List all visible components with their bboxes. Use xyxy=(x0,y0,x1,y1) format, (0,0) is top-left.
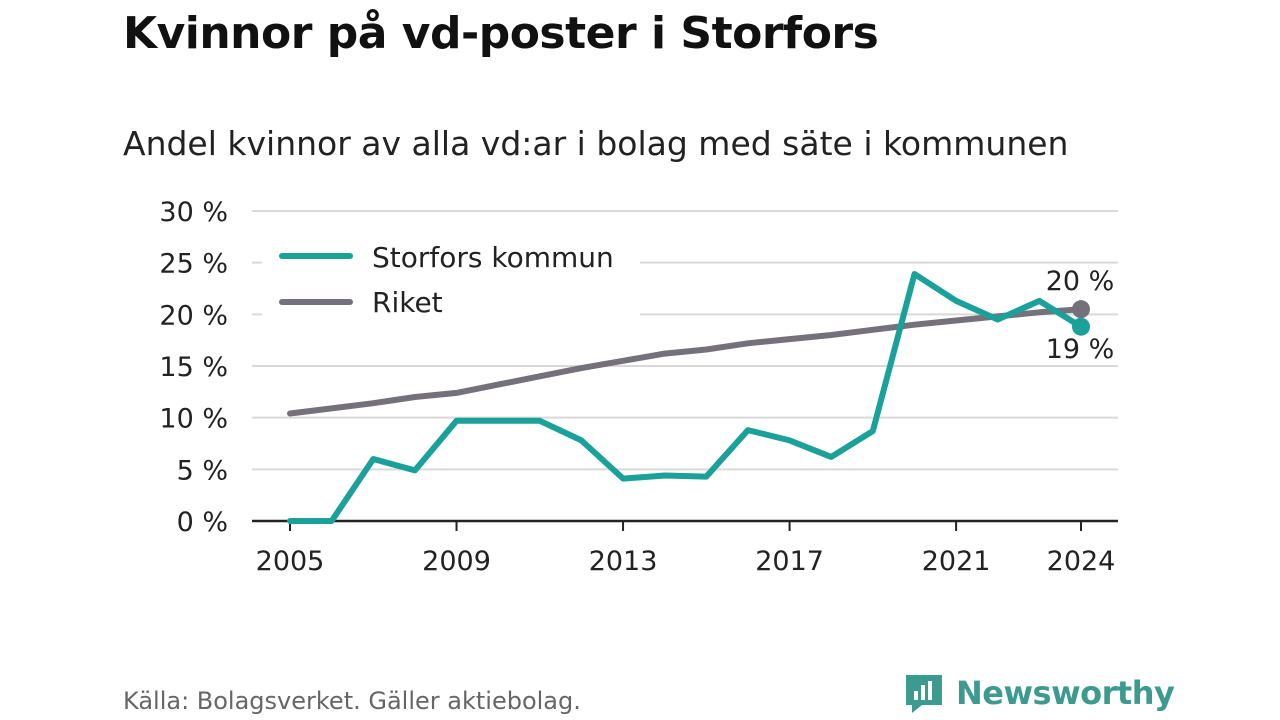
end-point-storfors xyxy=(1072,317,1090,336)
brand-logo: Newsworthy xyxy=(902,671,1175,715)
y-tick-label: 5 % xyxy=(177,455,228,486)
legend-label-storfors: Storfors kommun xyxy=(372,241,614,274)
series-layer xyxy=(287,271,1090,524)
y-tick-label: 20 % xyxy=(159,300,228,331)
chart-subtitle: Andel kvinnor av alla vd:ar i bolag med … xyxy=(123,124,1069,163)
x-tick-label: 2013 xyxy=(589,546,658,577)
x-tick-label: 2024 xyxy=(1047,546,1116,577)
source-note: Källa: Bolagsverket. Gäller aktiebolag. xyxy=(123,687,581,715)
chart-title: Kvinnor på vd-poster i Storfors xyxy=(123,8,879,59)
x-tick-label: 2021 xyxy=(922,546,991,577)
end-point-riket xyxy=(1072,300,1090,319)
series-line-riket xyxy=(287,306,1084,417)
x-tick-label: 2009 xyxy=(422,546,491,577)
end-label-storfors: 19 % xyxy=(1046,334,1115,365)
y-tick-label: 10 % xyxy=(159,404,228,435)
end-labels: 20 % 19 % xyxy=(1046,266,1115,365)
y-tick-label: 30 % xyxy=(159,197,228,228)
x-axis: 2005 2009 2013 2017 2021 2024 xyxy=(252,519,1118,577)
brand-name: Newsworthy xyxy=(956,674,1175,712)
x-tick-label: 2005 xyxy=(256,546,325,577)
y-tick-label: 25 % xyxy=(159,249,228,280)
series-line-storfors xyxy=(287,271,1084,524)
line-chart: 0 %5 %10 %15 %20 %25 %30 % 2005 2009 2013 2… xyxy=(159,197,1118,577)
y-tick-label: 0 % xyxy=(177,507,228,538)
end-label-riket: 20 % xyxy=(1046,266,1115,297)
y-tick-label: 15 % xyxy=(159,352,228,383)
x-tick-label: 2017 xyxy=(755,546,824,577)
legend: Storfors kommun Riket xyxy=(262,234,640,319)
legend-label-riket: Riket xyxy=(372,286,443,319)
y-axis: 0 % 5 % 10 % 15 % 20 % 25 % 30 % xyxy=(159,197,228,538)
newsworthy-logo-icon xyxy=(906,675,942,713)
